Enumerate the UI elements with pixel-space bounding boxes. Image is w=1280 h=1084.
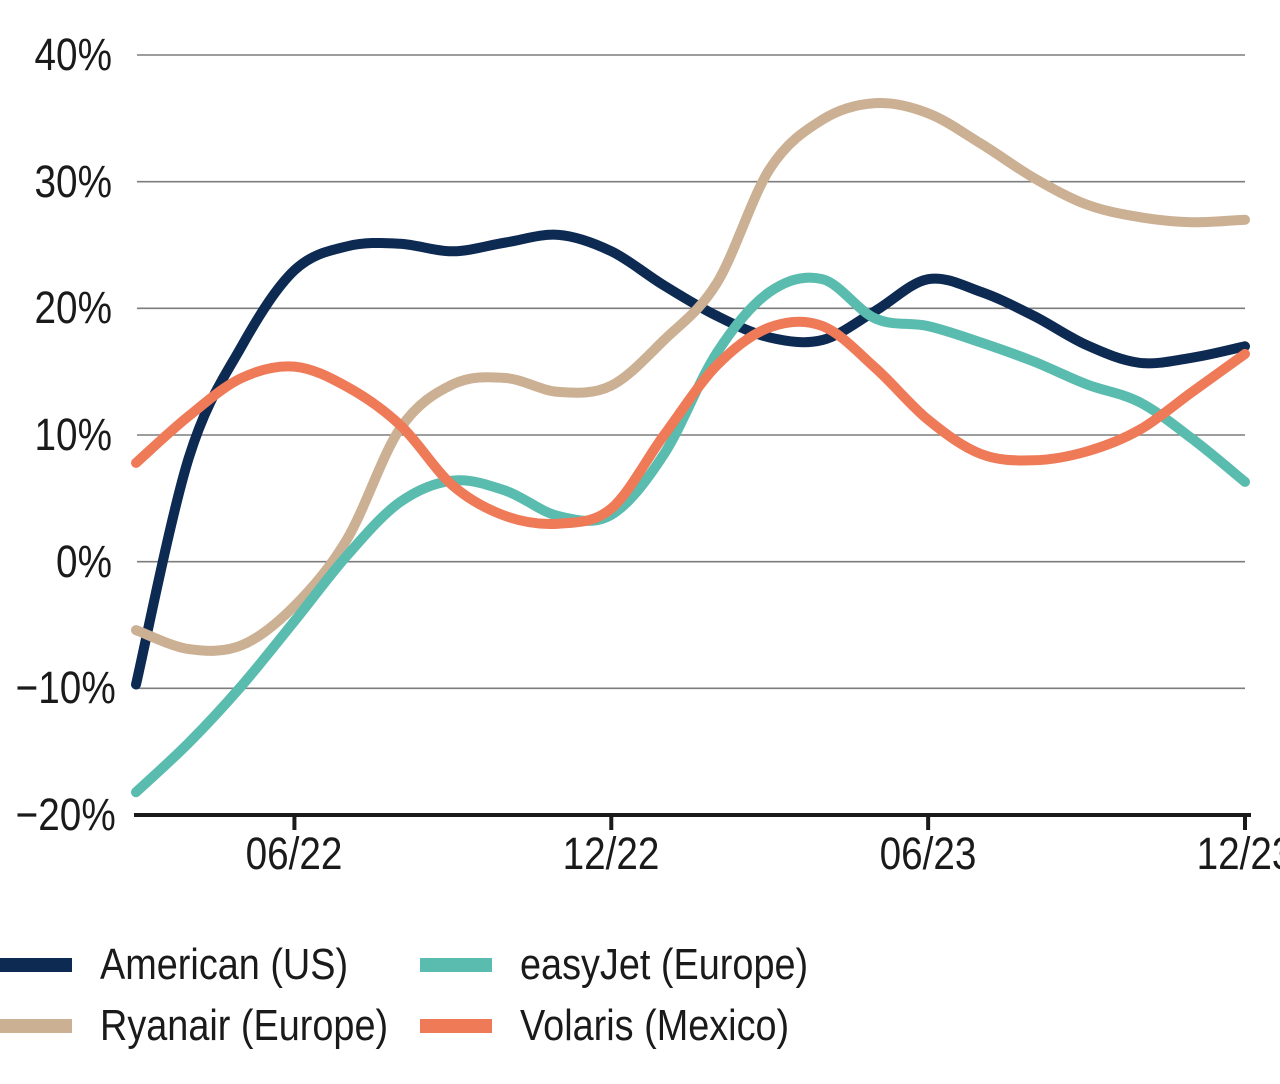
legend-swatch-american — [0, 958, 72, 972]
y-tick-label: 10% — [34, 409, 112, 460]
series-line-american — [131, 229, 1250, 690]
legend-swatch-volaris — [420, 1019, 492, 1033]
legend-swatch-easyjet — [420, 958, 492, 972]
chart-legend: American (US) easyJet (Europe) Ryanair (Eu… — [0, 900, 1280, 1084]
legend-label: Volaris (Mexico) — [520, 1001, 790, 1050]
x-tick-label: 06/22 — [245, 828, 343, 879]
y-tick-label: 30% — [34, 155, 112, 207]
plot-area — [131, 54, 1251, 830]
legend-swatch-ryanair — [0, 1019, 72, 1033]
legend-label: easyJet (Europe) — [520, 940, 809, 989]
line-chart: 40% 30% 20% 10% 0% −10% −20% 06/22 12/22 06/23 12… — [15, 29, 1280, 879]
legend-label: Ryanair (Europe) — [100, 1001, 389, 1050]
y-tick-label: −10% — [15, 662, 116, 714]
y-tick-label: 40% — [34, 29, 112, 80]
x-tick-label: 06/23 — [879, 828, 977, 879]
x-tick-label: 12/23 — [1196, 828, 1280, 879]
y-tick-label: −20% — [15, 789, 116, 840]
x-tick-label: 12/22 — [562, 828, 660, 879]
y-tick-label: 0% — [56, 535, 112, 587]
series-line-ryanair — [131, 97, 1250, 656]
y-tick-label: 20% — [34, 282, 112, 334]
series-line-easyjet — [131, 272, 1250, 798]
legend-label: American (US) — [100, 940, 349, 989]
series-line-volaris — [131, 316, 1250, 529]
